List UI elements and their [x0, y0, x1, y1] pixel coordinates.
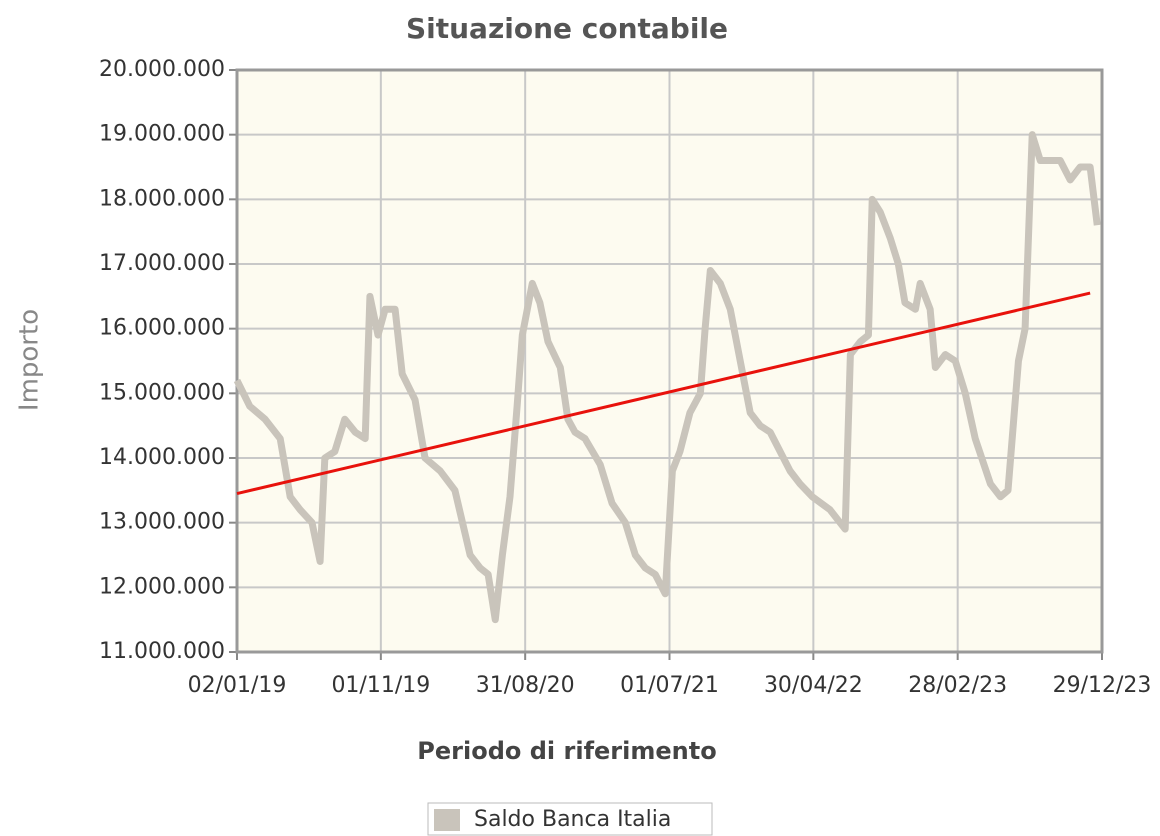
y-tick-label: 13.000.000: [99, 510, 225, 535]
data-line: [233, 131, 1101, 624]
y-axis-title: Importo: [15, 309, 45, 411]
y-tick-label: 20.000.000: [99, 57, 225, 82]
y-tick-label: 17.000.000: [99, 251, 225, 276]
y-tick-label: 14.000.000: [99, 445, 225, 470]
x-axis-title: Periodo di riferimento: [417, 737, 716, 765]
chart-title: Situazione contabile: [406, 12, 728, 45]
trend-line: [236, 291, 1091, 496]
y-tick-label: 18.000.000: [99, 186, 225, 211]
x-tick-label: 02/01/19: [188, 673, 287, 698]
y-tick-label: 16.000.000: [99, 316, 225, 341]
legend-box: [427, 802, 713, 836]
legend-label: Saldo Banca Italia: [474, 807, 671, 832]
x-tick-label: 29/12/23: [1053, 673, 1152, 698]
y-tick-label: 15.000.000: [99, 380, 225, 405]
x-tick-label: 30/04/22: [764, 673, 863, 698]
legend-swatch: [434, 809, 460, 831]
x-tick-label: 01/07/21: [620, 673, 719, 698]
y-tick-label: 12.000.000: [99, 574, 225, 599]
x-tick-label: 01/11/19: [331, 673, 430, 698]
y-tick-label: 11.000.000: [99, 639, 225, 664]
plot-border: [235, 68, 1104, 654]
x-tick-label: 28/02/23: [908, 673, 1007, 698]
x-tick-label: 31/08/20: [476, 673, 575, 698]
y-tick-label: 19.000.000: [99, 122, 225, 147]
